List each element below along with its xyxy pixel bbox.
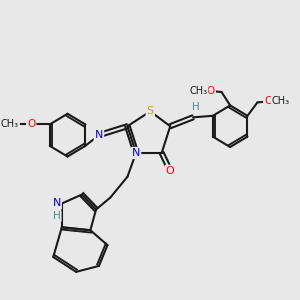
Text: N: N	[52, 199, 61, 208]
Text: O: O	[264, 96, 272, 106]
Text: O: O	[207, 85, 215, 96]
Text: N: N	[132, 148, 140, 158]
Text: CH₃: CH₃	[189, 85, 207, 96]
Text: CH₃: CH₃	[272, 96, 290, 106]
Text: S: S	[147, 106, 154, 116]
Text: H: H	[192, 102, 200, 112]
Text: O: O	[166, 166, 175, 176]
Text: H: H	[53, 211, 61, 221]
Text: O: O	[27, 119, 35, 129]
Text: CH₃: CH₃	[1, 119, 19, 129]
Text: N: N	[95, 130, 103, 140]
